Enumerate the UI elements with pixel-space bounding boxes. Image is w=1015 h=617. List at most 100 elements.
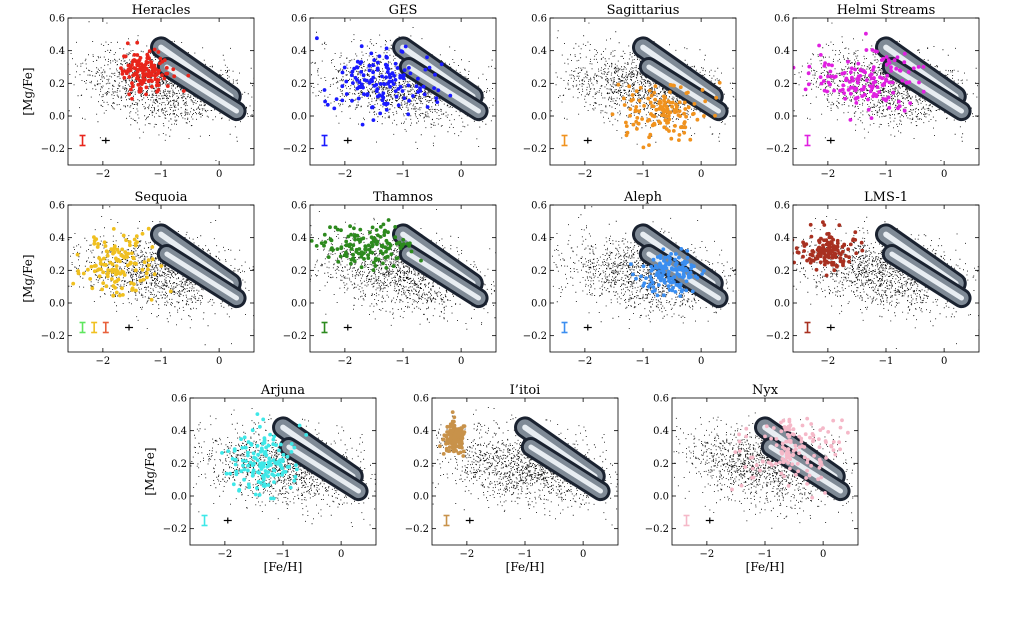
panel-title: Helmi Streams — [837, 3, 936, 18]
star-point — [356, 96, 361, 101]
star-point — [627, 84, 631, 89]
star-point — [288, 485, 293, 490]
star-point — [664, 266, 669, 270]
x-tick-label: 0 — [941, 169, 947, 180]
star-point — [864, 48, 869, 52]
star-point — [105, 274, 110, 279]
star-point — [372, 236, 377, 241]
star-point — [120, 254, 125, 258]
star-point — [359, 44, 364, 49]
star-point — [350, 69, 355, 74]
star-point — [441, 437, 445, 442]
star-point — [796, 250, 801, 255]
star-point — [432, 86, 436, 90]
star-point — [105, 250, 110, 254]
star-point — [448, 93, 453, 98]
background-halo-stars — [793, 216, 979, 349]
star-point — [823, 248, 828, 252]
star-point — [887, 105, 892, 110]
thick-disk-sequence-core — [522, 424, 598, 480]
star-point — [371, 75, 376, 80]
star-point — [873, 79, 877, 84]
panel-helmi-streams: −2 −1 0 −0.2 0.0 0.2 0.4 0.6 Helmi Streams — [766, 3, 980, 180]
star-point — [680, 125, 684, 130]
panel-title: GES — [389, 3, 418, 18]
star-point — [304, 433, 309, 437]
y-axis-label: [Mg/Fe] — [21, 67, 35, 115]
star-point — [826, 74, 830, 79]
star-point — [889, 65, 893, 70]
star-point — [292, 478, 297, 483]
star-point — [804, 476, 808, 480]
star-point — [662, 125, 667, 130]
star-point — [717, 80, 722, 85]
star-point — [243, 445, 248, 450]
star-point — [847, 259, 851, 264]
star-point — [121, 270, 126, 275]
star-point — [293, 474, 298, 479]
star-point — [640, 117, 644, 121]
star-point — [363, 246, 368, 251]
y-tick-label: −0.2 — [283, 144, 307, 155]
star-point — [866, 107, 871, 112]
star-point — [142, 64, 147, 68]
star-point — [791, 452, 796, 457]
x-tick-label: −2 — [96, 169, 111, 180]
star-point — [851, 78, 855, 83]
star-point — [358, 227, 363, 232]
star-point — [154, 73, 159, 77]
star-point — [885, 73, 890, 78]
star-point — [649, 278, 654, 282]
star-point — [447, 449, 452, 453]
star-point — [378, 225, 383, 229]
star-point — [402, 96, 407, 101]
star-point — [786, 484, 791, 488]
star-point — [635, 116, 640, 120]
star-point — [835, 264, 839, 269]
star-point — [165, 84, 170, 88]
star-point — [156, 50, 161, 54]
star-point — [858, 68, 863, 72]
star-point — [832, 244, 837, 249]
star-point — [154, 67, 158, 72]
star-point — [838, 425, 843, 430]
star-point — [266, 443, 271, 448]
star-point — [261, 441, 265, 446]
star-point — [106, 271, 110, 276]
star-point — [276, 472, 280, 477]
star-point — [393, 235, 398, 240]
star-point — [92, 235, 96, 240]
star-point — [122, 75, 127, 80]
star-point — [654, 265, 658, 270]
y-tick-label: 0.0 — [531, 299, 547, 310]
y-tick-label: 0.4 — [413, 426, 429, 437]
star-point — [829, 249, 834, 254]
star-point — [838, 447, 842, 452]
star-point — [766, 460, 771, 465]
star-point — [829, 240, 833, 244]
x-tick-label: −2 — [218, 549, 233, 560]
star-point — [662, 259, 666, 263]
star-point — [339, 245, 344, 250]
star-point — [887, 80, 892, 85]
star-point — [904, 80, 909, 85]
star-point — [381, 222, 386, 227]
star-point — [220, 451, 224, 455]
star-point — [897, 99, 901, 104]
star-point — [841, 83, 846, 88]
star-point — [832, 88, 836, 93]
star-point — [372, 58, 377, 62]
star-point — [315, 36, 319, 41]
star-point — [239, 437, 244, 441]
x-tick-label: −1 — [879, 356, 894, 367]
star-point — [366, 243, 371, 248]
star-point — [671, 129, 676, 133]
star-point — [386, 218, 391, 222]
star-point — [395, 256, 400, 260]
star-point — [819, 252, 823, 257]
star-point — [168, 289, 173, 294]
star-point — [340, 70, 345, 75]
star-point — [806, 71, 811, 76]
star-point — [655, 255, 660, 259]
star-point — [393, 225, 398, 229]
